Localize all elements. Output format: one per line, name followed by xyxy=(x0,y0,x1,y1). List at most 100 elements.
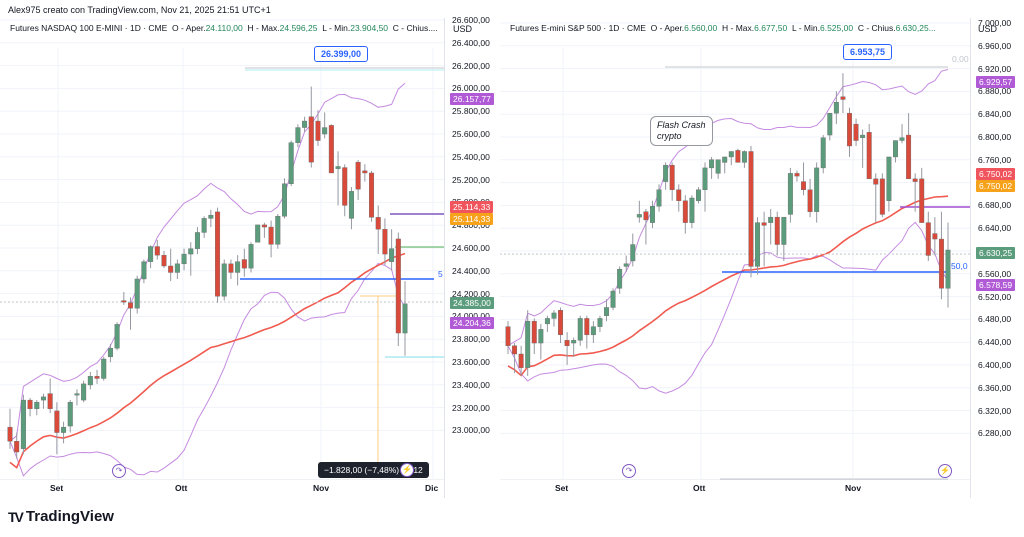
candle[interactable] xyxy=(610,288,616,311)
candle[interactable] xyxy=(395,232,401,347)
candle[interactable] xyxy=(275,214,281,249)
candle[interactable] xyxy=(168,248,174,282)
candle[interactable] xyxy=(617,266,623,294)
candle[interactable] xyxy=(801,162,806,196)
candle[interactable] xyxy=(94,369,100,384)
replay-icon[interactable]: ↷ xyxy=(112,464,126,478)
candle[interactable] xyxy=(531,318,537,354)
replay-icon[interactable]: ↷ xyxy=(622,464,636,478)
candle[interactable] xyxy=(40,393,46,409)
candle[interactable] xyxy=(807,178,813,218)
candle[interactable] xyxy=(597,315,603,333)
candle[interactable] xyxy=(879,173,885,218)
candle[interactable] xyxy=(689,195,695,229)
candle[interactable] xyxy=(255,224,261,243)
candle[interactable] xyxy=(61,421,67,444)
candle[interactable] xyxy=(348,187,354,230)
candle[interactable] xyxy=(308,86,314,168)
candle[interactable] xyxy=(538,323,544,360)
candle[interactable] xyxy=(322,112,328,139)
candle[interactable] xyxy=(281,178,287,219)
candle[interactable] xyxy=(181,248,187,271)
candle[interactable] xyxy=(261,222,267,238)
flash-crash-note[interactable]: Flash Crash crypto xyxy=(650,116,713,146)
candle[interactable] xyxy=(794,170,800,182)
candle[interactable] xyxy=(761,211,767,267)
candle[interactable] xyxy=(912,173,918,212)
candle[interactable] xyxy=(295,124,301,148)
candle[interactable] xyxy=(114,322,120,351)
candle[interactable] xyxy=(571,337,577,357)
candle[interactable] xyxy=(669,162,675,201)
candle[interactable] xyxy=(663,162,669,190)
tradingview-logo[interactable]: TV TradingView xyxy=(8,508,114,525)
candle[interactable] xyxy=(215,207,221,303)
candle[interactable] xyxy=(925,211,931,261)
candle[interactable] xyxy=(208,209,214,228)
candle[interactable] xyxy=(87,371,93,390)
sp500-candles[interactable] xyxy=(500,18,970,480)
candle[interactable] xyxy=(938,211,944,300)
candle[interactable] xyxy=(67,400,73,433)
candle[interactable] xyxy=(355,159,361,201)
candle[interactable] xyxy=(676,184,682,212)
sp500-chart-panel[interactable]: Futures E-mini S&P 500 · 1D · CME O - Ap… xyxy=(500,18,1024,498)
candle[interactable] xyxy=(54,402,60,455)
candle[interactable] xyxy=(228,259,234,279)
candle[interactable] xyxy=(840,73,846,114)
candle[interactable] xyxy=(128,297,134,330)
candle[interactable] xyxy=(525,310,531,376)
candle[interactable] xyxy=(636,200,642,223)
candle[interactable] xyxy=(860,129,866,168)
candle[interactable] xyxy=(781,216,787,261)
candle[interactable] xyxy=(590,321,596,344)
candle[interactable] xyxy=(34,400,40,416)
candle[interactable] xyxy=(154,240,160,260)
candle[interactable] xyxy=(853,118,859,146)
candle[interactable] xyxy=(74,389,80,406)
candle[interactable] xyxy=(161,250,167,269)
lightning-icon[interactable]: ⚡ xyxy=(400,463,414,477)
candle[interactable] xyxy=(945,222,951,308)
candle[interactable] xyxy=(866,124,872,180)
candle[interactable] xyxy=(107,343,113,363)
candle[interactable] xyxy=(382,218,388,265)
candle[interactable] xyxy=(362,164,368,182)
candle[interactable] xyxy=(695,187,701,204)
candle[interactable] xyxy=(121,291,127,305)
candle[interactable] xyxy=(650,200,655,229)
candle[interactable] xyxy=(886,156,892,212)
candle[interactable] xyxy=(584,315,590,349)
candle[interactable] xyxy=(892,140,898,163)
candle[interactable] xyxy=(604,299,609,322)
candle[interactable] xyxy=(919,167,925,223)
candle[interactable] xyxy=(375,205,381,255)
candle[interactable] xyxy=(148,245,154,269)
candle[interactable] xyxy=(544,315,550,333)
candle[interactable] xyxy=(268,220,274,258)
candle[interactable] xyxy=(20,394,26,455)
candle[interactable] xyxy=(787,167,793,223)
candle[interactable] xyxy=(564,332,570,365)
candle[interactable] xyxy=(630,233,636,267)
candle[interactable] xyxy=(389,229,395,271)
candle[interactable] xyxy=(47,378,53,414)
candle[interactable] xyxy=(81,380,87,403)
candle[interactable] xyxy=(820,135,826,174)
candle[interactable] xyxy=(369,170,375,222)
candle[interactable] xyxy=(814,162,820,223)
candle[interactable] xyxy=(518,345,524,376)
candle[interactable] xyxy=(847,107,852,157)
candle[interactable] xyxy=(194,227,200,255)
candle[interactable] xyxy=(315,110,321,146)
candle[interactable] xyxy=(735,148,741,163)
candle[interactable] xyxy=(248,242,254,273)
candle[interactable] xyxy=(551,310,557,327)
candle[interactable] xyxy=(577,315,583,346)
candle[interactable] xyxy=(335,151,341,206)
candle[interactable] xyxy=(558,307,564,344)
candle[interactable] xyxy=(827,112,833,141)
candle[interactable] xyxy=(906,113,912,180)
candle[interactable] xyxy=(715,159,721,179)
candle[interactable] xyxy=(402,281,408,356)
